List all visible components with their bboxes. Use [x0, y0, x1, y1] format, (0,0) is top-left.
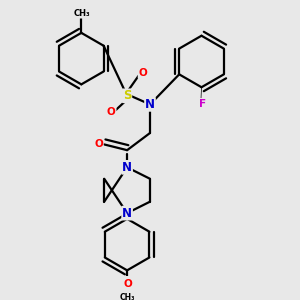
Text: O: O [123, 279, 132, 289]
Text: CH₃: CH₃ [119, 293, 135, 300]
Text: N: N [145, 98, 155, 111]
Text: N: N [122, 207, 132, 220]
Text: O: O [139, 68, 147, 78]
Text: O: O [94, 139, 103, 149]
Text: CH₃: CH₃ [74, 9, 90, 18]
Text: F: F [200, 99, 206, 109]
Text: S: S [123, 89, 131, 102]
Text: N: N [122, 161, 132, 174]
Text: O: O [107, 107, 116, 117]
